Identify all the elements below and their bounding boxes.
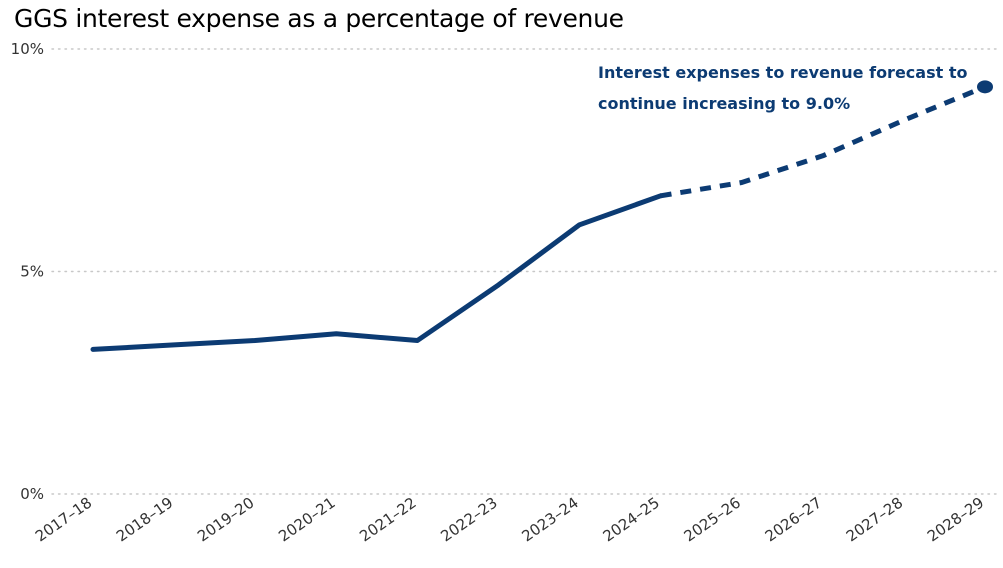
series-line-actual (90, 193, 664, 352)
x-tick-label: 2027–28 (843, 494, 906, 546)
gridlines (51, 48, 997, 495)
y-tick-label: 10% (11, 40, 44, 58)
x-tick-label: 2024–25 (600, 494, 663, 546)
x-tick-label: 2019–20 (194, 494, 257, 546)
x-tick-label: 2022–23 (437, 494, 500, 546)
chart-title: GGS interest expense as a percentage of … (14, 4, 624, 33)
annotation: Interest expenses to revenue forecast to… (598, 63, 967, 113)
y-tick-label: 0% (20, 485, 44, 503)
annotation-line-2: continue increasing to 9.0% (598, 94, 850, 113)
annotation-line-1: Interest expenses to revenue forecast to (598, 63, 967, 82)
x-tick-label: 2021–22 (356, 494, 419, 546)
x-axis: 2017–18 2018–19 2019–20 2020–21 2021–22 2022–… (32, 494, 987, 546)
x-tick-label: 2025–26 (681, 494, 744, 546)
forecast-end-marker (977, 80, 993, 94)
x-tick-label: 2026–27 (762, 494, 825, 546)
series (90, 80, 993, 352)
x-tick-label: 2028–29 (924, 494, 987, 546)
y-axis: 0% 5% 10% (11, 40, 44, 503)
x-tick-label: 2020–21 (275, 494, 338, 546)
y-tick-label: 5% (20, 263, 44, 281)
series-line-forecast (660, 84, 986, 199)
x-tick-label: 2018–19 (113, 494, 176, 546)
x-tick-label: 2023–24 (518, 494, 581, 546)
